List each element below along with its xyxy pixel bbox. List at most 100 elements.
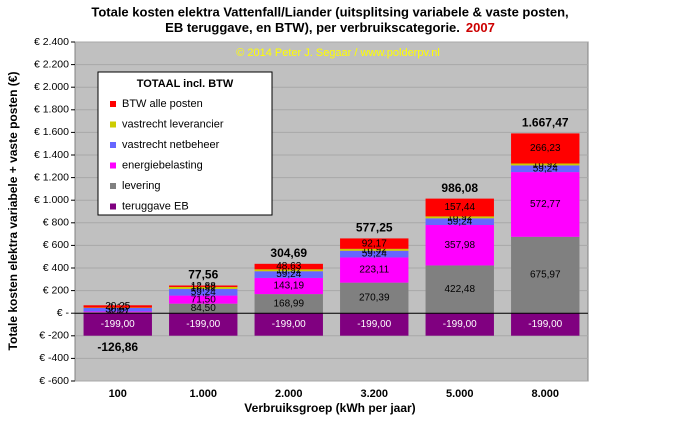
legend-swatch: [110, 162, 116, 169]
data-label: 16,92: [191, 283, 216, 294]
bar-segment: [169, 313, 238, 336]
bar-segment: [425, 216, 494, 219]
data-label: 59,24: [533, 163, 558, 174]
bar-segment: [169, 288, 238, 296]
data-label: 270,39: [359, 293, 390, 304]
y-tick-label: € 2.000: [34, 81, 69, 93]
x-tick-label: 5.000: [446, 388, 474, 400]
y-tick-label: € 1.800: [34, 104, 69, 116]
data-label: 16,92: [276, 265, 301, 276]
bar-segment: [83, 311, 152, 313]
data-label: 71,50: [191, 294, 216, 305]
bar-segment: [169, 295, 238, 304]
annotation: © 2014 Peter J. Segaar / www.polderpv.nl: [236, 47, 440, 59]
bar-segment: [511, 165, 580, 173]
total-label: 577,25: [356, 221, 393, 235]
data-label: 143,19: [273, 281, 304, 292]
total-label: 304,69: [270, 246, 307, 260]
bar-segment: [340, 313, 409, 336]
bar-segment: [254, 294, 323, 314]
bar-segment: [254, 263, 323, 270]
y-tick-label: € 2.200: [34, 58, 69, 70]
bar-segment: [254, 277, 323, 295]
bar-segment: [425, 218, 494, 226]
y-tick-label: € -400: [39, 352, 69, 364]
y-tick-label: € 2.400: [34, 36, 69, 48]
data-label: 157,44: [444, 202, 475, 213]
y-tick-label: € -: [57, 307, 70, 319]
data-label: 16,92: [447, 212, 472, 223]
bar-segment: [340, 257, 409, 283]
bar-segment: [83, 305, 152, 308]
data-label: 223,11: [359, 265, 389, 276]
data-label: 675,97: [530, 270, 561, 281]
legend-swatch: [110, 101, 116, 107]
data-label: -199,00: [528, 319, 562, 330]
data-label: -199,00: [272, 319, 306, 330]
legend-label: BTW alle posten: [122, 98, 203, 110]
data-label: 92,17: [362, 238, 387, 249]
data-label: 168,99: [273, 298, 304, 309]
bar-segment: [425, 313, 494, 336]
data-label: 3,16: [108, 302, 128, 313]
total-label: 77,56: [188, 268, 218, 282]
legend-label: teruggave EB: [122, 200, 189, 212]
x-tick-label: 1.000: [189, 388, 217, 400]
data-label: 20,25: [105, 301, 130, 312]
data-label: 59,24: [276, 269, 301, 280]
y-tick-label: € 200: [43, 284, 69, 296]
data-label: 357,98: [444, 240, 475, 251]
bar-segment: [340, 248, 409, 251]
bar-segment: [511, 313, 580, 336]
bar-segment: [511, 163, 580, 166]
x-tick-label: 2.000: [275, 388, 303, 400]
data-label: 59,24: [362, 249, 387, 260]
bar-segment: [425, 265, 494, 314]
y-tick-label: € 600: [43, 239, 69, 251]
bar-segment: [425, 225, 494, 266]
legend: [97, 71, 273, 216]
y-tick-label: € -200: [39, 330, 69, 342]
data-label: 48,63: [276, 261, 301, 272]
data-label: 7,15: [108, 306, 128, 317]
chart-title: EB teruggave, en BTW), per verbruikscate…: [165, 20, 460, 35]
data-label: -199,00: [357, 319, 391, 330]
bar-segment: [254, 271, 323, 278]
y-tick-label: € 400: [43, 262, 69, 274]
data-label: 16,92: [362, 244, 387, 255]
chart-title: EB teruggave, en BTW), per verbruikscate…: [165, 20, 495, 35]
data-label: 16,92: [533, 159, 558, 170]
legend-swatch: [110, 121, 116, 128]
data-label: 12,88: [191, 281, 216, 292]
legend-label: levering: [122, 180, 161, 192]
y-axis-label: Totale kosten elektra variabele + vaste …: [6, 72, 20, 351]
y-tick-label: € 1.000: [34, 194, 69, 206]
y-tick-label: € -600: [39, 375, 69, 387]
data-label: 84,50: [191, 303, 216, 314]
bar-segment: [511, 172, 580, 237]
y-tick-label: € 1.600: [34, 126, 69, 138]
data-label: -199,00: [186, 319, 220, 330]
bar-segment: [340, 282, 409, 314]
total-label: 986,08: [441, 181, 478, 195]
bar-segment: [511, 236, 580, 314]
legend-swatch: [110, 142, 116, 148]
bar-segment: [254, 313, 323, 336]
bar-segment: [83, 307, 152, 312]
x-tick-label: 100: [109, 388, 127, 400]
legend-label: energiebelasting: [122, 159, 203, 171]
legend-label: vastrecht leverancier: [122, 118, 224, 130]
data-label: 59,24: [447, 216, 472, 227]
bar-segment: [511, 133, 580, 164]
chart-title-year: 2007: [466, 20, 495, 35]
data-label: 59,24: [191, 287, 216, 298]
data-label: 572,77: [530, 199, 561, 210]
data-label: -199,00: [443, 319, 477, 330]
legend-swatch: [110, 183, 116, 189]
bar-segment: [340, 238, 409, 249]
y-tick-label: € 1.200: [34, 171, 69, 183]
data-label: 30,97: [105, 304, 130, 315]
bar-segment: [169, 286, 238, 289]
legend-label: vastrecht netbeheer: [122, 139, 220, 151]
